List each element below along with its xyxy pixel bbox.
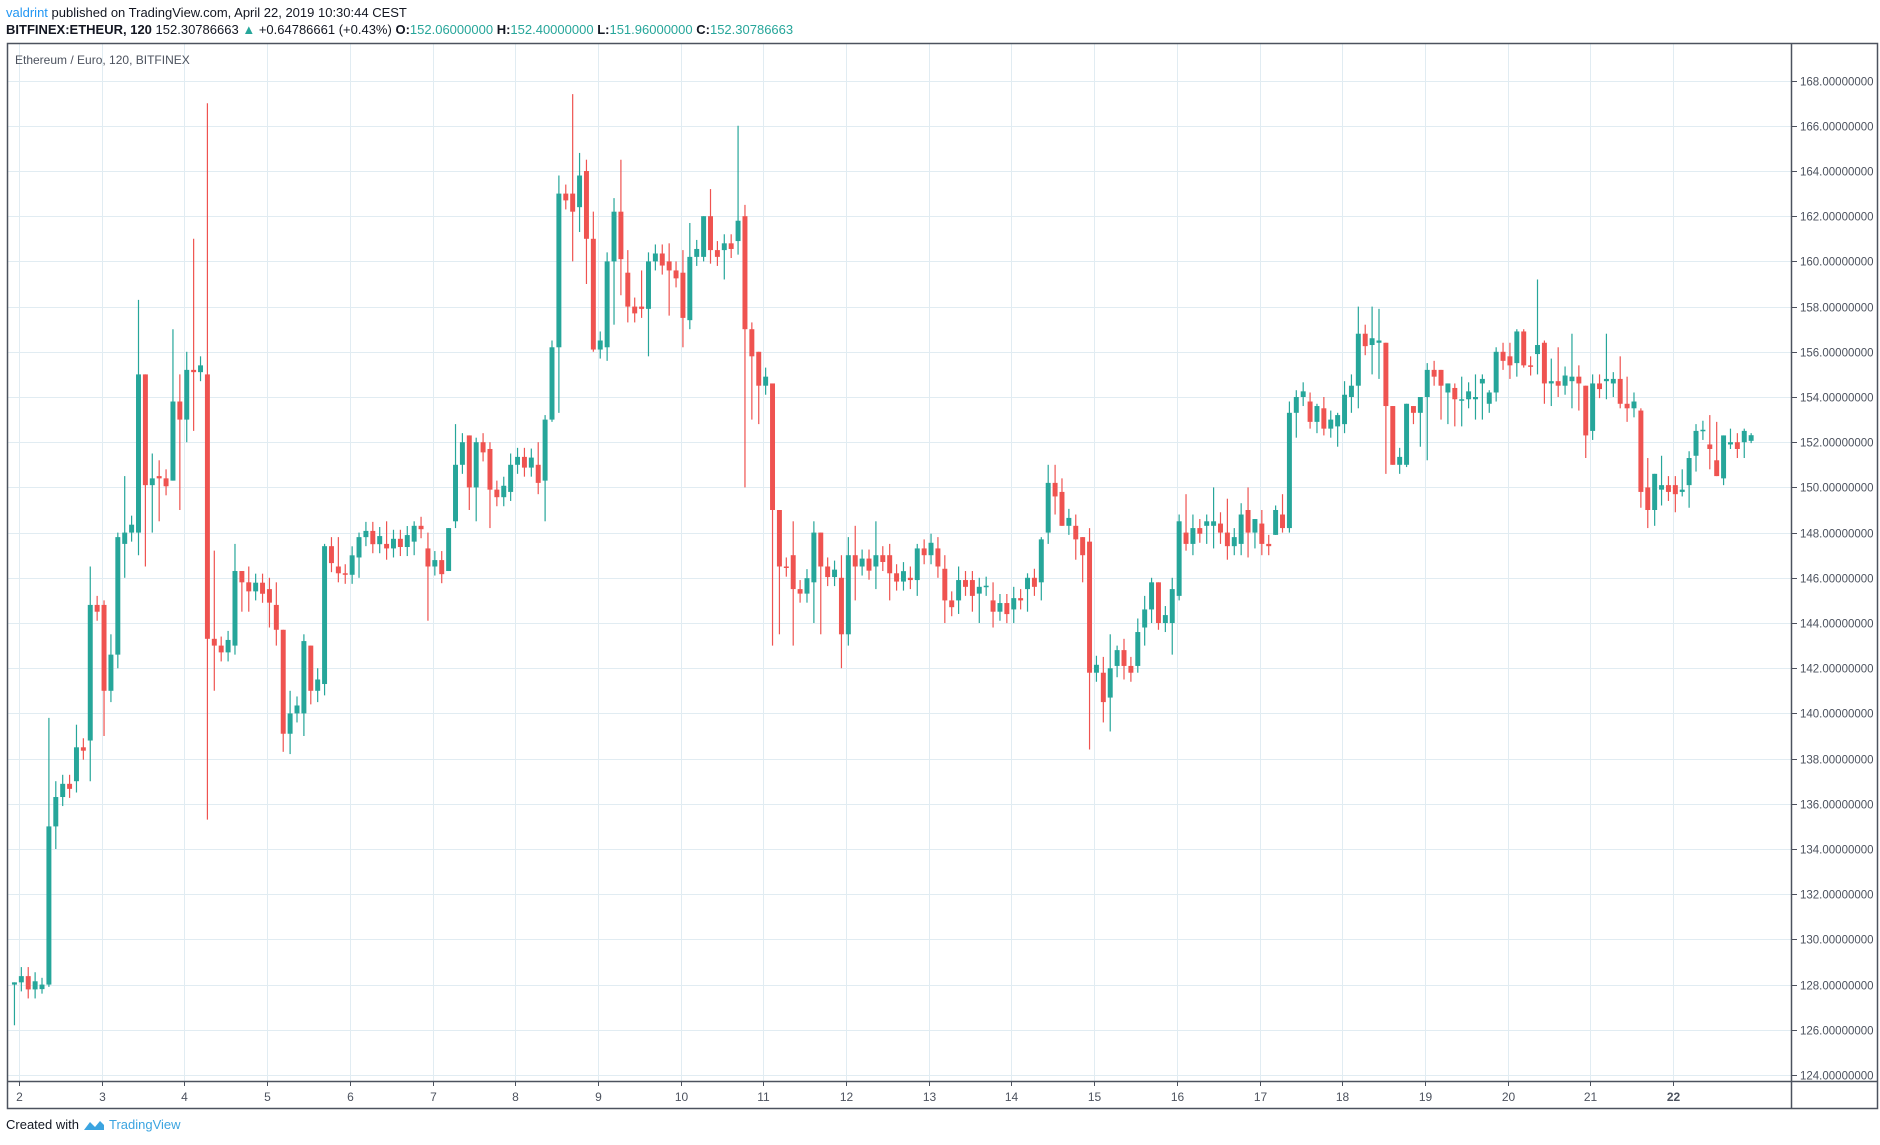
chart-title: Ethereum / Euro, 120, BITFINEX: [15, 53, 190, 67]
price-tick-label: 150.00000000: [1800, 483, 1874, 495]
time-tick-label: 22: [1667, 1090, 1681, 1104]
time-tick-label: 7: [430, 1090, 437, 1104]
price-tick-label: 140.00000000: [1800, 709, 1874, 721]
time-tick-label: 3: [99, 1090, 106, 1104]
time-tick-label: 10: [675, 1090, 689, 1104]
time-tick-label: 11: [757, 1090, 770, 1104]
last-price: 152.30786663: [155, 22, 239, 37]
time-tick-label: 12: [840, 1090, 854, 1104]
time-tick-label: 17: [1254, 1090, 1268, 1104]
high-value: 152.40000000: [510, 22, 594, 37]
chart-grid: [8, 44, 1791, 1081]
price-tick-label: 132.00000000: [1800, 890, 1874, 902]
price-tick-label: 128.00000000: [1800, 981, 1874, 993]
price-tick-label: 166.00000000: [1800, 122, 1874, 134]
up-arrow-icon: ▲: [242, 22, 256, 37]
price-tick-label: 160.00000000: [1800, 257, 1874, 269]
price-tick-label: 126.00000000: [1800, 1026, 1874, 1038]
time-tick-label: 4: [181, 1090, 188, 1104]
price-tick-label: 156.00000000: [1800, 348, 1874, 360]
low-value: 151.96000000: [609, 22, 693, 37]
price-tick-label: 146.00000000: [1800, 574, 1874, 586]
low-label: L:: [597, 22, 610, 37]
publisher-link[interactable]: valdrint: [6, 5, 48, 20]
candles: [11, 94, 1754, 1026]
price-tick-label: 162.00000000: [1800, 212, 1874, 224]
time-tick-label: 6: [347, 1090, 354, 1104]
tradingview-logo-icon: [83, 1120, 104, 1130]
price-axis[interactable]: 124.00000000 126.00000000 128.00000000 130.…: [1791, 77, 1874, 1083]
time-tick-label: 8: [512, 1090, 519, 1104]
published-text: published on TradingView.com, April 22, …: [51, 5, 407, 20]
created-with-text: Created with: [6, 1117, 79, 1132]
price-tick-label: 136.00000000: [1800, 800, 1874, 812]
price-tick-label: 138.00000000: [1800, 755, 1874, 767]
time-tick-label: 5: [264, 1090, 271, 1104]
open-value: 152.06000000: [409, 22, 494, 37]
price-tick-label: 168.00000000: [1800, 77, 1874, 89]
price-tick-label: 154.00000000: [1800, 393, 1874, 405]
price-tick-label: 164.00000000: [1800, 167, 1874, 179]
time-tick-label: 16: [1171, 1090, 1185, 1104]
candlestick-chart[interactable]: 124.00000000 126.00000000 128.00000000 130.…: [0, 0, 1880, 1115]
price-tick-label: 152.00000000: [1800, 438, 1874, 450]
price-tick-label: 144.00000000: [1800, 619, 1874, 631]
footer: Created with TradingView: [6, 1117, 181, 1132]
close-value: 152.30786663: [709, 22, 794, 37]
time-tick-label: 13: [923, 1090, 937, 1104]
time-tick-label: 2: [16, 1090, 23, 1104]
price-tick-label: 134.00000000: [1800, 845, 1874, 857]
publish-info: valdrint published on TradingView.com, A…: [6, 5, 407, 20]
price-tick-label: 124.00000000: [1800, 1071, 1874, 1083]
chart-frame: [6, 42, 1879, 1110]
time-tick-label: 9: [595, 1090, 602, 1104]
close-label: C:: [696, 22, 710, 37]
time-tick-label: 14: [1005, 1090, 1019, 1104]
time-axis[interactable]: 2 3 4 5 6 7 8 9 10 11 12 13 14 15 16 17 18 19 20 21 22: [16, 1081, 1680, 1104]
time-tick-label: 15: [1088, 1090, 1102, 1104]
price-tick-label: 148.00000000: [1800, 529, 1874, 541]
time-tick-label: 20: [1502, 1090, 1516, 1104]
symbol-label: BITFINEX:ETHEUR, 120: [6, 22, 152, 37]
time-tick-label: 18: [1336, 1090, 1350, 1104]
tradingview-link[interactable]: TradingView: [108, 1117, 181, 1132]
high-label: H:: [496, 22, 511, 37]
price-tick-label: 142.00000000: [1800, 664, 1874, 676]
time-tick-label: 19: [1419, 1090, 1433, 1104]
price-tick-label: 158.00000000: [1800, 303, 1874, 315]
time-tick-label: 21: [1584, 1090, 1598, 1104]
price-tick-label: 130.00000000: [1800, 935, 1874, 947]
symbol-info-bar: BITFINEX:ETHEUR, 120 152.30786663 ▲ +0.6…: [6, 22, 793, 37]
price-change: +0.64786661 (+0.43%): [258, 22, 392, 37]
open-label: O:: [395, 22, 410, 37]
